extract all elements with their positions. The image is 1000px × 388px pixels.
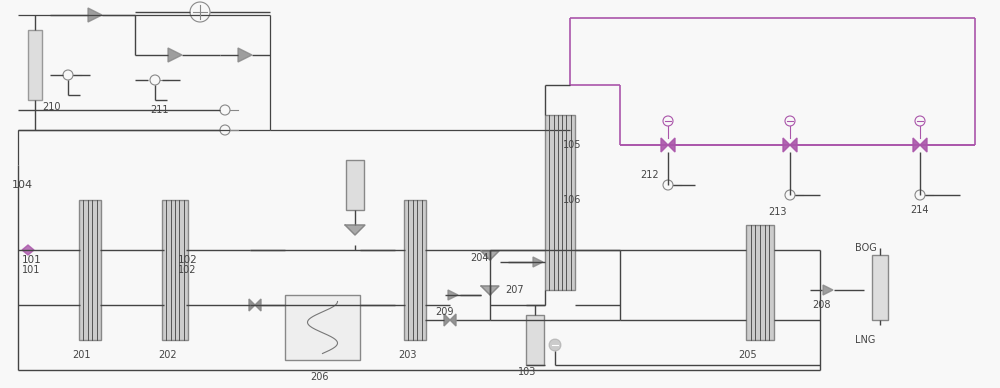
Polygon shape	[345, 225, 365, 235]
Text: 214: 214	[910, 205, 928, 215]
Polygon shape	[481, 251, 499, 260]
Text: 207: 207	[505, 285, 524, 295]
Text: BOG: BOG	[855, 243, 877, 253]
Bar	[162, 200, 188, 340]
Polygon shape	[783, 138, 790, 152]
Bar	[872, 255, 888, 320]
Polygon shape	[481, 286, 499, 295]
Bar	[545, 115, 575, 290]
Text: 202: 202	[158, 350, 177, 360]
Polygon shape	[668, 138, 675, 152]
Text: LNG: LNG	[855, 335, 875, 345]
Bar	[285, 295, 360, 360]
Polygon shape	[661, 138, 668, 152]
Polygon shape	[533, 257, 543, 267]
Text: 101: 101	[22, 265, 40, 275]
Polygon shape	[823, 285, 833, 295]
Text: 208: 208	[812, 300, 830, 310]
Polygon shape	[88, 8, 102, 22]
Bar	[404, 200, 426, 340]
Text: 211: 211	[150, 105, 168, 115]
Text: 203: 203	[398, 350, 416, 360]
Bar	[746, 225, 774, 340]
Polygon shape	[920, 138, 927, 152]
Text: 209: 209	[435, 307, 454, 317]
Circle shape	[549, 339, 561, 351]
Text: 210: 210	[42, 102, 60, 112]
Polygon shape	[249, 299, 255, 311]
Text: 205: 205	[738, 350, 757, 360]
Polygon shape	[790, 138, 797, 152]
Bar	[79, 200, 101, 340]
Bar	[526, 315, 544, 365]
Polygon shape	[255, 299, 261, 311]
Polygon shape	[22, 245, 34, 255]
Polygon shape	[913, 138, 920, 152]
Polygon shape	[448, 290, 458, 300]
Polygon shape	[450, 314, 456, 326]
Text: 105: 105	[563, 140, 582, 150]
Text: 201: 201	[72, 350, 90, 360]
Polygon shape	[238, 48, 252, 62]
Text: 213: 213	[768, 207, 786, 217]
Text: 206: 206	[310, 372, 328, 382]
Text: 106: 106	[563, 195, 581, 205]
Text: 101: 101	[22, 255, 42, 265]
Text: 103: 103	[518, 367, 536, 377]
Text: 102: 102	[178, 265, 196, 275]
Polygon shape	[444, 314, 450, 326]
Text: 204: 204	[470, 253, 488, 263]
Bar	[346, 160, 364, 210]
Text: 102: 102	[178, 255, 198, 265]
Bar	[28, 30, 42, 100]
Text: 212: 212	[640, 170, 659, 180]
Text: 104: 104	[12, 180, 33, 190]
Polygon shape	[168, 48, 182, 62]
